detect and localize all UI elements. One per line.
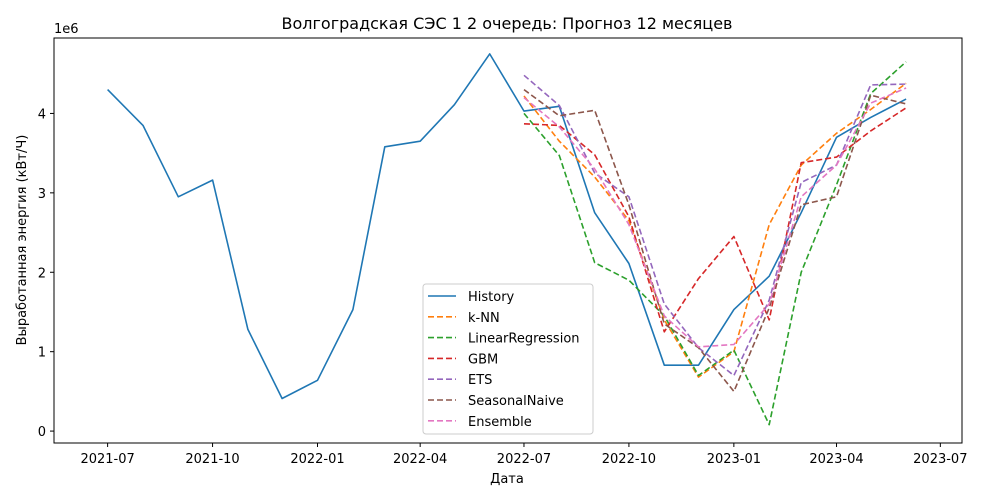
y-tick-label: 2 [38, 266, 46, 281]
series-line-linearregression [523, 61, 907, 426]
series-line-ensemble [523, 87, 907, 348]
series-lines [107, 53, 907, 426]
x-tick-label: 2023-01 [707, 452, 761, 467]
x-tick-label: 2022-07 [497, 452, 551, 467]
x-tick-label: 2022-10 [602, 452, 656, 467]
y-axis-ticks: 0 1 2 3 4 [38, 107, 54, 440]
y-tick-label: 0 [38, 425, 46, 440]
x-tick-label: 2023-04 [809, 452, 863, 467]
plot-frame [53, 37, 963, 444]
x-axis-ticks: 2021-07 2021-10 2022-01 2022-04 2022-07 2022-… [80, 443, 967, 467]
series-line-history [107, 53, 907, 400]
series-line-seasonalnaive [523, 88, 907, 393]
legend-label: History [468, 290, 515, 305]
y-axis-title: Выработанная энергия (кВт/Ч) [15, 135, 30, 346]
x-tick-label: 2022-04 [393, 452, 447, 467]
x-axis-title: Дата [490, 472, 524, 487]
y-tick-label: 4 [38, 107, 46, 122]
legend-label: Ensemble [468, 415, 532, 430]
x-tick-label: 2021-07 [80, 452, 134, 467]
legend-label: SeasonalNaive [468, 394, 564, 409]
legend: History k-NN LinearRegression GBM ETS Seasona… [422, 283, 594, 435]
legend-label: k-NN [468, 311, 500, 326]
y-tick-label: 3 [38, 187, 46, 202]
series-line-k-nn [523, 82, 907, 378]
legend-label: ETS [468, 373, 492, 388]
chart-title: Волгоградская СЭС 1 2 очередь: Прогноз 1… [282, 14, 733, 33]
x-tick-label: 2023-07 [913, 452, 967, 467]
y-offset-label: 1e6 [54, 22, 79, 37]
y-tick-label: 1 [38, 346, 46, 361]
x-tick-label: 2021-10 [185, 452, 239, 467]
legend-label: GBM [468, 352, 498, 367]
legend-label: LinearRegression [468, 332, 580, 347]
legend-frame [422, 283, 594, 435]
x-tick-label: 2022-01 [290, 452, 344, 467]
